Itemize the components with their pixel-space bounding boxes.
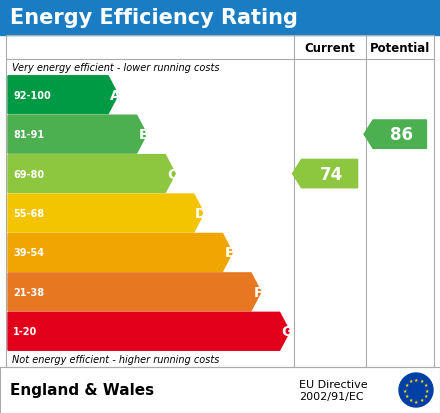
Text: ★: ★ (408, 397, 413, 402)
Bar (0, 367, 440, 413)
Text: England & Wales: England & Wales (10, 382, 154, 398)
Bar (6, 36, 434, 367)
Text: ★: ★ (403, 387, 407, 392)
Text: B: B (138, 128, 149, 142)
Text: E: E (225, 246, 234, 260)
Text: ★: ★ (408, 378, 413, 383)
Text: ★: ★ (423, 382, 428, 387)
Polygon shape (8, 234, 232, 272)
Text: 39-54: 39-54 (13, 248, 44, 258)
Text: ★: ★ (404, 393, 409, 398)
Text: Not energy efficient - higher running costs: Not energy efficient - higher running co… (12, 354, 220, 364)
Polygon shape (8, 76, 118, 114)
Polygon shape (8, 155, 175, 193)
Polygon shape (8, 116, 147, 154)
Polygon shape (8, 313, 290, 350)
Text: ★: ★ (419, 378, 424, 383)
Bar (0, 0, 440, 36)
Text: 21-38: 21-38 (13, 287, 44, 297)
Text: Current: Current (304, 41, 355, 55)
Text: Very energy efficient - lower running costs: Very energy efficient - lower running co… (12, 63, 220, 73)
Text: 81-91: 81-91 (13, 130, 44, 140)
Text: ★: ★ (404, 382, 409, 387)
Text: C: C (167, 167, 177, 181)
Text: ★: ★ (423, 393, 428, 398)
Circle shape (399, 373, 433, 407)
Polygon shape (8, 195, 204, 233)
Text: D: D (195, 206, 207, 221)
Text: 55-68: 55-68 (13, 209, 44, 218)
Text: EU Directive: EU Directive (299, 379, 368, 389)
Polygon shape (8, 273, 261, 311)
Text: ★: ★ (419, 397, 424, 402)
Text: ★: ★ (414, 377, 418, 382)
Polygon shape (293, 160, 358, 188)
Text: 2002/91/EC: 2002/91/EC (299, 391, 364, 401)
Text: G: G (281, 325, 292, 339)
Text: ★: ★ (425, 387, 429, 392)
Text: 74: 74 (320, 165, 343, 183)
Text: 1-20: 1-20 (13, 327, 37, 337)
Text: Potential: Potential (370, 41, 430, 55)
Polygon shape (364, 121, 426, 149)
Text: Energy Efficiency Rating: Energy Efficiency Rating (10, 8, 298, 28)
Text: F: F (253, 285, 263, 299)
Text: 69-80: 69-80 (13, 169, 44, 179)
Text: A: A (110, 88, 121, 102)
Text: 92-100: 92-100 (13, 90, 51, 100)
Text: ★: ★ (414, 399, 418, 404)
Text: 86: 86 (390, 126, 413, 144)
